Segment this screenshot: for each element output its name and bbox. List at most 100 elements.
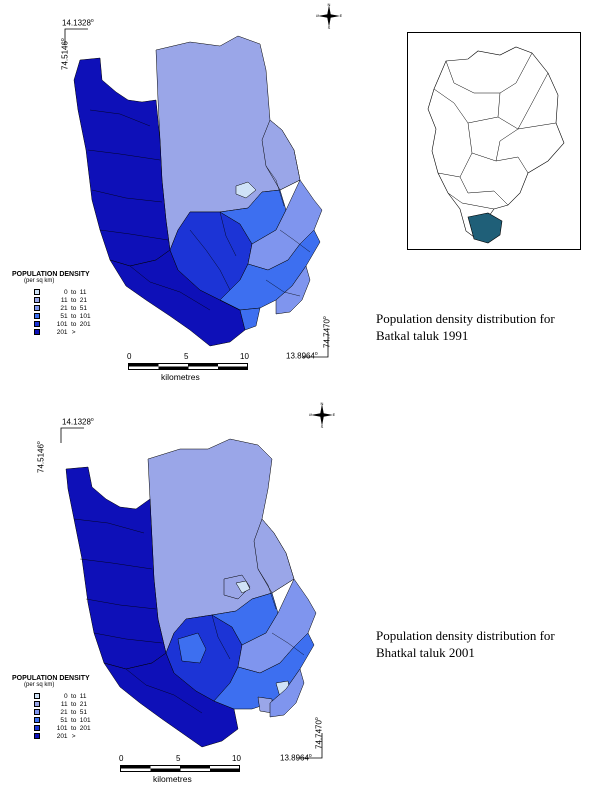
map-panel-2001: 14.1328o 74.5146o 74.7470o 13.8964o N E … (0, 395, 599, 793)
legend-rows: 0 to 11 11 to 21 21 to 51 51 to 101 101 to 201 201 > (34, 288, 92, 336)
legend-subtitle: (per sq km) (24, 278, 55, 284)
legend-swatch (34, 709, 41, 715)
legend-title: POPULATION DENSITY (12, 271, 90, 278)
region-east-5 (269, 668, 305, 718)
legend-low: 21 (60, 304, 68, 312)
coord-top-value: 14.1328 (62, 417, 91, 427)
legend-sep: to (70, 320, 77, 328)
scale-label-10: 10 (240, 352, 249, 361)
caption-2001: Population density distribution for Bhat… (376, 627, 591, 661)
legend-low: 21 (60, 708, 68, 716)
legend-low: 201 (56, 328, 68, 336)
scale-bar-1991: 0 5 10 kilometres (124, 352, 252, 382)
region-east-lowest-1 (223, 574, 251, 600)
legend-high: 21 (79, 700, 88, 708)
district-outline (427, 46, 565, 238)
corner-tick-topleft (64, 28, 88, 44)
scale-bar-2001: 0 5 10 kilometres (116, 754, 244, 786)
legend-low: 0 (63, 692, 68, 700)
legend-sep: > (71, 328, 76, 336)
legend-row: 51 to 101 (34, 716, 92, 724)
legend-swatch (34, 693, 41, 699)
corner-tick-bottomright (302, 332, 329, 358)
legend-row: 201 > (34, 732, 92, 740)
coord-bottom-label: 13.8964o (280, 753, 312, 763)
legend-high: 21 (79, 296, 88, 304)
legend-high: 51 (79, 708, 88, 716)
legend-swatch (34, 289, 41, 295)
legend-sep: to (70, 708, 77, 716)
compass-icon: N E S W (309, 402, 335, 428)
legend-sep: to (70, 716, 77, 724)
legend-low: 11 (60, 296, 68, 304)
compass-s: S (328, 25, 331, 29)
region-west (65, 466, 167, 670)
map-panel-1991: 14.1328o 74.5146o 74.7470o 13.8964o N E … (0, 0, 599, 390)
scale-label-0: 0 (127, 352, 132, 361)
caption-line-2: Batkal taluk 1991 (376, 328, 469, 343)
compass-w: W (309, 412, 312, 417)
caption-line-2: Bhatkal taluk 2001 (376, 645, 475, 660)
caption-line-1: Population density distribution for (376, 628, 555, 643)
legend-title: POPULATION DENSITY (12, 675, 90, 682)
scale-caption: kilometres (153, 774, 192, 784)
scale-label-0: 0 (119, 754, 124, 763)
choropleth-map-2001 (65, 438, 317, 748)
coord-left-label: 74.5146o (36, 441, 46, 473)
legend-high: 201 (79, 320, 91, 328)
caption-line-1: Population density distribution for (376, 311, 555, 326)
legend-high: 51 (79, 304, 88, 312)
legend-low: 101 (56, 724, 68, 732)
legend-low: 101 (56, 320, 68, 328)
region-central-medium (177, 632, 207, 664)
region-east-4 (253, 518, 295, 594)
legend-swatch (34, 725, 41, 731)
legend-high: 201 (79, 724, 91, 732)
legend-swatch (34, 701, 41, 707)
legend-swatch (34, 733, 41, 739)
legend-sep: to (70, 700, 77, 708)
region-east-5 (275, 265, 311, 315)
legend-high: 11 (79, 692, 87, 700)
scale-label-5: 5 (176, 754, 181, 763)
compass-n: N (328, 3, 331, 7)
compass-s: S (321, 424, 324, 428)
highlighted-taluk (467, 212, 503, 244)
legend-sep: > (71, 732, 76, 740)
scale-caption: kilometres (161, 372, 200, 382)
legend-high: 11 (79, 288, 87, 296)
legend-swatch (34, 313, 41, 319)
coord-left-value: 74.5146 (36, 444, 46, 473)
caption-1991: Population density distribution for Batk… (376, 310, 591, 344)
compass-e: E (333, 412, 335, 417)
legend-high: 101 (79, 716, 91, 724)
scale-bar-graphic (128, 363, 248, 370)
legend-row: 21 to 51 (34, 304, 92, 312)
scale-bar-graphic (120, 765, 240, 772)
legend-row: 201 > (34, 328, 92, 336)
region-east-4 (261, 119, 301, 191)
compass-e: E (340, 13, 342, 18)
region-west (73, 57, 171, 267)
legend-sep: to (70, 312, 77, 320)
legend-swatch (34, 717, 41, 723)
legend-row: 11 to 21 (34, 296, 92, 304)
legend-row: 101 to 201 (34, 724, 92, 732)
region-east-6 (219, 299, 261, 331)
legend-row: 11 to 21 (34, 700, 92, 708)
legend-sep: to (70, 304, 77, 312)
legend-rows: 0 to 11 11 to 21 21 to 51 51 to 101 101 to 201 201 > (34, 692, 92, 740)
coord-top-label: 14.1328o (62, 18, 94, 28)
legend-low: 11 (60, 700, 68, 708)
legend-sep: to (70, 724, 77, 732)
legend-swatch (34, 321, 41, 327)
region-east-lowest-2 (235, 580, 251, 594)
legend-row: 51 to 101 (34, 312, 92, 320)
locator-map-graphic (427, 46, 565, 244)
legend-sep: to (70, 692, 77, 700)
legend-low: 51 (60, 312, 68, 320)
coord-bottom-label: 13.8964o (286, 351, 318, 361)
region-east-lowest (235, 181, 257, 199)
legend-sep: to (70, 288, 77, 296)
corner-tick-bottomright (296, 733, 323, 759)
